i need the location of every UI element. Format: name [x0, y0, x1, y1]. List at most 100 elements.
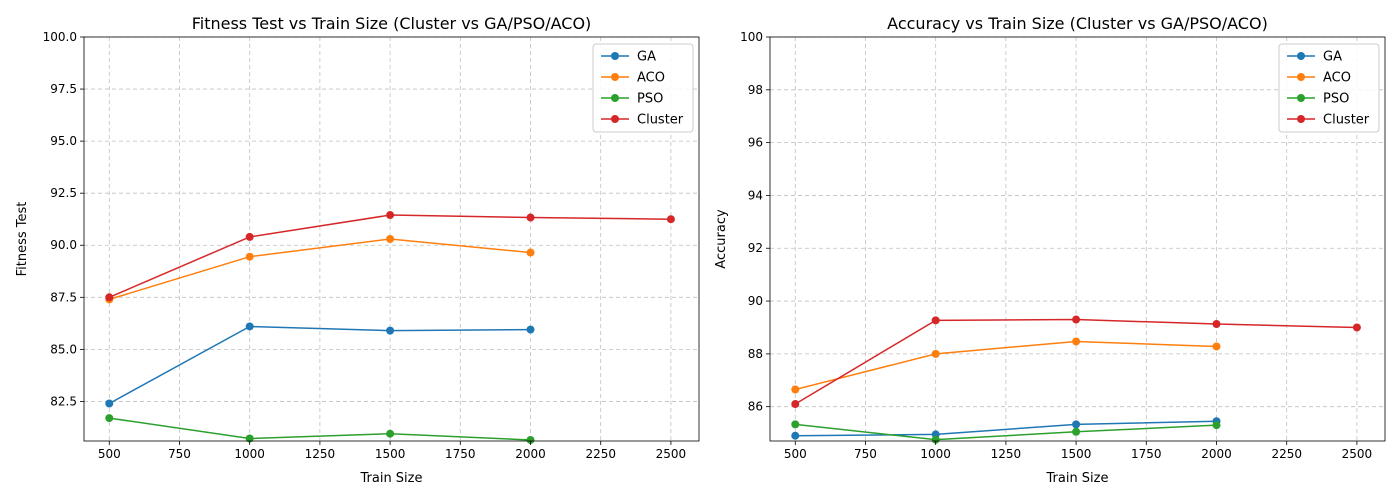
x-tick-label: 500	[784, 447, 807, 461]
chart-title: Accuracy vs Train Size (Cluster vs GA/PS…	[887, 14, 1268, 33]
x-tick-label: 1750	[1131, 447, 1162, 461]
legend-box	[1278, 43, 1380, 133]
legend-marker-ga	[1297, 52, 1305, 60]
data-point-cluster	[666, 215, 675, 224]
data-point-pso	[791, 420, 800, 429]
x-tick-label: 1500	[1061, 447, 1092, 461]
legend-marker-ga	[611, 52, 619, 60]
data-point-aco	[386, 235, 395, 243]
legend-marker-pso	[1297, 94, 1305, 102]
x-tick-label: 2000	[1201, 447, 1232, 461]
series-line-pso	[795, 423, 1217, 441]
data-point-ga	[791, 431, 800, 440]
data-point-aco	[245, 252, 254, 261]
y-tick-label: 85.0	[50, 342, 77, 356]
data-point-cluster	[1072, 315, 1081, 324]
series-line-aco	[109, 238, 531, 301]
legend-label-cluster: Cluster	[637, 113, 684, 128]
x-tick-label: 2500	[656, 447, 687, 461]
y-axis-label: Accuracy	[714, 209, 729, 269]
x-tick-label: 2500	[1342, 447, 1373, 461]
data-point-pso	[1212, 421, 1221, 430]
x-tick-label: 750	[168, 447, 191, 461]
data-point-aco	[1072, 337, 1081, 346]
chart-panel-1: 500 750 1000 1250 1500 1750 2000 2250 2500 82.5 85…	[15, 14, 700, 486]
series-line-ga	[795, 420, 1217, 437]
data-point-cluster	[386, 211, 395, 220]
y-tick-label: 90	[748, 294, 763, 308]
legend-label-pso: PSO	[637, 92, 663, 107]
y-tick-label: 100	[740, 30, 763, 44]
data-point-pso	[386, 429, 395, 438]
series-line-pso	[109, 417, 531, 441]
data-point-ga	[245, 322, 254, 331]
x-tick-label: 2000	[515, 447, 546, 461]
chart-panel-2: 500 750 1000 1250 1500 1750 2000 2250 2500 86 88 90…	[714, 14, 1386, 486]
x-tick-label: 500	[98, 447, 121, 461]
y-tick-label: 97.5	[50, 82, 77, 96]
legend-label-cluster: Cluster	[1323, 113, 1370, 128]
x-axis-label: Train Size	[359, 471, 422, 486]
series-line-ga	[108, 325, 531, 405]
legend-marker-cluster	[1297, 115, 1305, 123]
data-point-ga	[526, 325, 535, 334]
x-tick-label: 1250	[991, 447, 1022, 461]
data-point-aco	[791, 385, 800, 394]
data-point-aco	[526, 248, 535, 257]
x-tick-label: 1000	[234, 447, 265, 461]
data-point-ga	[386, 326, 395, 335]
data-point-pso	[526, 435, 535, 444]
legend-label-pso: PSO	[1323, 92, 1349, 107]
y-tick-label: 94	[748, 188, 763, 202]
legend-box	[592, 43, 694, 133]
y-tick-label: 96	[748, 136, 763, 150]
legend-label-ga: GA	[1323, 50, 1342, 65]
legend-marker-cluster	[611, 115, 619, 123]
x-tick-label: 1000	[920, 447, 951, 461]
data-point-pso	[245, 434, 254, 443]
plot-frame	[83, 36, 700, 442]
data-point-cluster	[931, 316, 940, 325]
y-tick-label: 98	[748, 83, 763, 97]
data-point-aco	[1212, 342, 1221, 351]
y-tick-label: 82.5	[50, 394, 77, 408]
data-point-cluster	[791, 400, 800, 409]
data-point-pso	[1072, 427, 1081, 436]
data-point-ga	[105, 399, 114, 408]
x-tick-label: 1750	[445, 447, 476, 461]
y-tick-label: 90.0	[50, 238, 77, 252]
y-tick-label: 88	[748, 347, 763, 361]
x-tick-label: 2250	[585, 447, 616, 461]
legend-label-aco: ACO	[1323, 71, 1351, 86]
chart-title: Fitness Test vs Train Size (Cluster vs G…	[192, 14, 592, 33]
y-tick-label: 100.0	[43, 30, 77, 44]
y-tick-label: 95.0	[50, 134, 77, 148]
series-line-aco	[795, 340, 1217, 391]
plot-frame	[769, 36, 1386, 442]
y-tick-label: 87.5	[50, 290, 77, 304]
data-point-cluster	[105, 293, 114, 302]
x-tick-label: 1250	[305, 447, 336, 461]
data-point-pso	[105, 414, 114, 423]
legend-marker-aco	[1297, 73, 1305, 81]
x-tick-label: 750	[854, 447, 877, 461]
legend-marker-aco	[611, 73, 619, 81]
data-point-cluster	[526, 213, 535, 222]
legend-label-aco: ACO	[637, 71, 665, 86]
x-axis-label: Train Size	[1045, 471, 1108, 486]
legend: GA ACO PSO Cluster	[1278, 43, 1380, 133]
legend: GA ACO PSO Cluster	[592, 43, 694, 133]
data-point-aco	[931, 349, 940, 358]
legend-label-ga: GA	[637, 50, 656, 65]
y-tick-label: 92.5	[50, 186, 77, 200]
data-point-ga	[1072, 420, 1081, 429]
data-point-pso	[931, 435, 940, 444]
x-tick-label: 2250	[1271, 447, 1302, 461]
data-point-cluster	[1352, 323, 1361, 332]
data-point-cluster	[1212, 320, 1221, 329]
x-tick-label: 1500	[375, 447, 406, 461]
y-axis-label: Fitness Test	[15, 202, 30, 277]
legend-marker-pso	[611, 94, 619, 102]
data-point-cluster	[245, 232, 254, 241]
